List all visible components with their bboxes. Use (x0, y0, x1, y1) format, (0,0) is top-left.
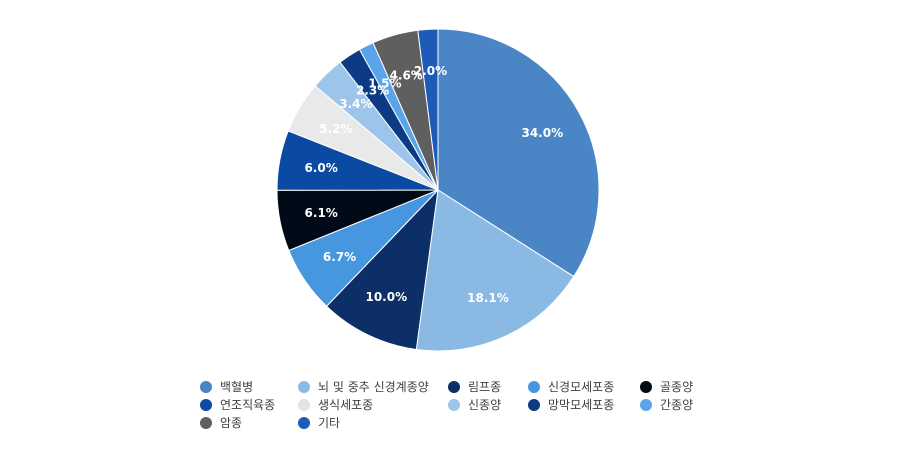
slice-percent-label: 34.0% (521, 126, 563, 140)
legend-swatch (448, 398, 460, 411)
legend-label: 뇌 및 중추 신경계종양 (318, 380, 429, 394)
legend-item: 뇌 및 중추 신경계종양 (298, 378, 448, 395)
legend-item: 골종양 (640, 378, 720, 395)
legend-label: 백혈병 (220, 380, 254, 394)
slice-percent-label: 4.6% (390, 68, 423, 82)
legend-swatch (200, 416, 212, 429)
legend-item: 림프종 (448, 378, 528, 395)
legend-label: 골종양 (660, 380, 694, 394)
legend-label: 신경모세포종 (548, 380, 615, 394)
slice-percent-label: 2.3% (356, 84, 389, 98)
slice-percent-label: 6.0% (304, 161, 337, 175)
pie-slices (276, 28, 600, 352)
legend-label: 생식세포종 (318, 398, 374, 412)
legend-swatch (298, 398, 310, 411)
slice-percent-label: 5.2% (319, 122, 352, 136)
legend-label: 연조직육종 (220, 398, 276, 412)
legend-label: 림프종 (468, 380, 502, 394)
legend-item: 간종양 (640, 396, 720, 413)
legend-item: 신종양 (448, 396, 528, 413)
slice-percent-label: 10.0% (365, 290, 407, 304)
pie-slice (437, 28, 600, 278)
pie-slice (417, 28, 439, 191)
legend-swatch (200, 398, 212, 411)
pie-labels: 34.0% 18.1% 10.0% 6.7% 6.1% 6.0% 5.2% 3.4%2.3%1… (304, 64, 563, 305)
legend-swatch (200, 380, 212, 393)
legend-item: 연조직육종 (200, 396, 298, 413)
legend-item: 생식세포종 (298, 396, 448, 413)
legend-label: 망막모세포종 (548, 398, 615, 412)
pie-slice (415, 189, 575, 352)
slice-percent-label: 6.7% (323, 250, 356, 264)
legend-swatch (298, 416, 310, 429)
slice-percent-label: 18.1% (467, 291, 509, 305)
legend-item: 망막모세포종 (528, 396, 640, 413)
legend-swatch (640, 380, 652, 393)
legend-item: 백혈병 (200, 378, 298, 395)
legend-swatch (298, 380, 310, 393)
slice-percent-label: 3.4% (339, 97, 372, 111)
legend-label: 간종양 (660, 398, 694, 412)
slice-percent-label: 6.1% (305, 206, 338, 220)
legend-label: 신종양 (468, 398, 502, 412)
legend-swatch (640, 398, 652, 411)
legend-item: 기타 (298, 414, 448, 431)
pie-slice (325, 188, 439, 351)
legend-swatch (528, 380, 540, 393)
legend-item: 암종 (200, 414, 298, 431)
legend-label: 암종 (220, 416, 243, 430)
legend-label: 기타 (318, 416, 341, 430)
legend-swatch (448, 380, 460, 393)
slice-percent-label: 2.0% (414, 64, 447, 78)
legend-item: 신경모세포종 (528, 378, 640, 395)
legend-swatch (528, 398, 540, 411)
slice-percent-label: 1.5% (368, 77, 401, 91)
